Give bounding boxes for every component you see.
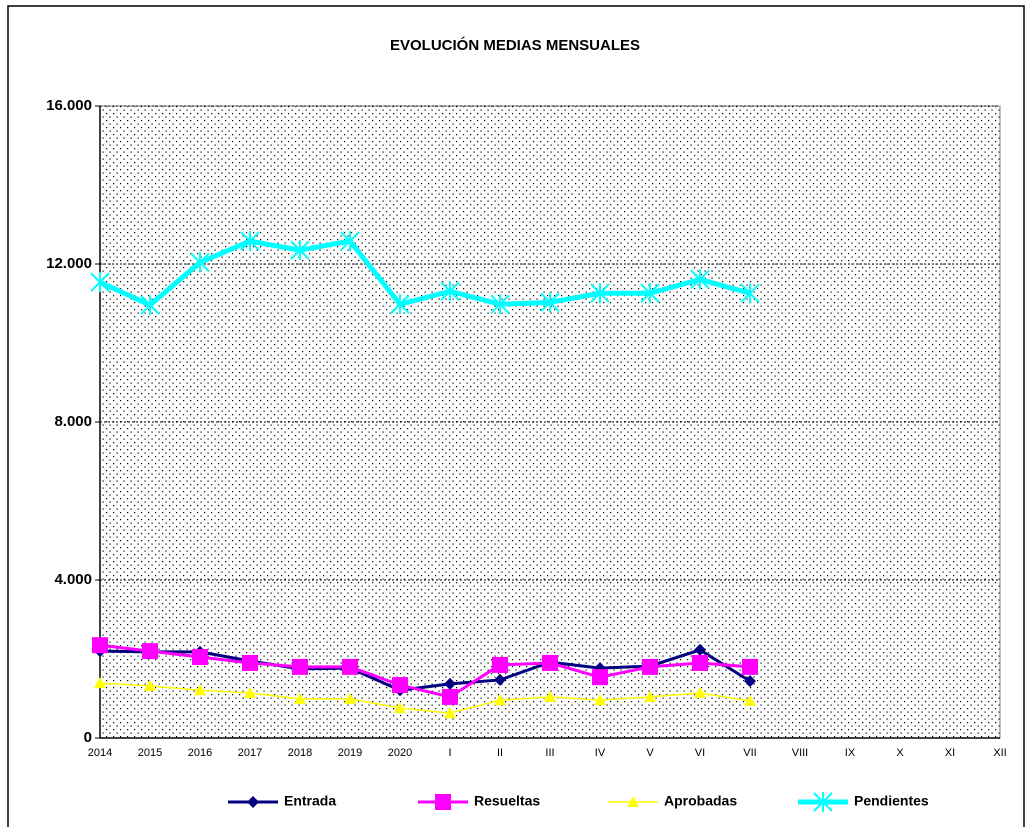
marker bbox=[435, 794, 451, 810]
marker bbox=[690, 269, 710, 290]
marker bbox=[640, 283, 660, 304]
y-tick-label: 12.000 bbox=[46, 255, 92, 272]
marker bbox=[390, 294, 410, 315]
marker bbox=[294, 692, 306, 704]
marker bbox=[342, 658, 358, 675]
marker bbox=[490, 294, 510, 315]
series-line bbox=[99, 643, 751, 699]
x-tick-label: 2016 bbox=[188, 747, 212, 759]
marker bbox=[92, 637, 108, 654]
x-tick-label: XI bbox=[945, 747, 955, 759]
x-tick-label: VI bbox=[695, 747, 705, 759]
marker bbox=[190, 252, 210, 273]
marker bbox=[192, 649, 208, 666]
marker bbox=[444, 677, 456, 690]
marker bbox=[140, 295, 160, 316]
marker bbox=[694, 686, 706, 698]
marker bbox=[592, 669, 608, 686]
marker bbox=[240, 231, 260, 252]
marker bbox=[813, 792, 833, 812]
series-line bbox=[99, 682, 751, 714]
series-line bbox=[99, 648, 751, 692]
x-tick-label: X bbox=[896, 747, 904, 759]
marker bbox=[544, 690, 556, 702]
y-tick-label: 0 bbox=[84, 729, 92, 746]
x-tick-label: VIII bbox=[792, 747, 809, 759]
x-tick-label: 2018 bbox=[288, 747, 312, 759]
series-line bbox=[98, 238, 751, 308]
marker bbox=[492, 656, 508, 673]
x-tick-label: VII bbox=[743, 747, 756, 759]
marker bbox=[494, 673, 506, 686]
y-tick-label: 4.000 bbox=[54, 571, 92, 588]
marker bbox=[142, 643, 158, 660]
x-tick-label: 2019 bbox=[338, 747, 362, 759]
x-tick-label: V bbox=[646, 747, 654, 759]
x-tick-label: XII bbox=[993, 747, 1006, 759]
marker bbox=[392, 677, 408, 694]
legend-label: Entrada bbox=[284, 793, 336, 809]
x-tick-label: II bbox=[497, 747, 503, 759]
marker bbox=[444, 707, 456, 719]
marker bbox=[744, 694, 756, 706]
legend-label: Resueltas bbox=[474, 793, 540, 809]
chart-title: EVOLUCIÓN MEDIAS MENSUALES bbox=[390, 36, 640, 54]
marker bbox=[242, 654, 258, 671]
marker bbox=[692, 654, 708, 671]
legend-label: Pendientes bbox=[854, 793, 929, 809]
marker bbox=[94, 677, 106, 689]
marker bbox=[742, 658, 758, 675]
x-tick-label: 2020 bbox=[388, 747, 412, 759]
x-tick-label: IX bbox=[845, 747, 856, 759]
marker bbox=[440, 281, 460, 302]
marker bbox=[744, 675, 756, 688]
marker bbox=[594, 694, 606, 706]
marker bbox=[292, 658, 308, 675]
x-tick-label: III bbox=[545, 747, 554, 759]
marker bbox=[694, 643, 706, 656]
legend-label: Aprobadas bbox=[664, 793, 737, 809]
marker bbox=[540, 292, 560, 313]
marker bbox=[627, 796, 639, 807]
x-tick-label: IV bbox=[595, 747, 606, 759]
marker bbox=[244, 686, 256, 698]
marker bbox=[494, 694, 506, 706]
marker bbox=[194, 684, 206, 696]
marker bbox=[590, 283, 610, 304]
y-tick-label: 8.000 bbox=[54, 413, 92, 430]
marker bbox=[642, 658, 658, 675]
marker bbox=[344, 692, 356, 704]
x-tick-label: 2014 bbox=[88, 747, 112, 759]
y-tick-label: 16.000 bbox=[46, 97, 92, 114]
marker bbox=[542, 654, 558, 671]
marker bbox=[90, 272, 110, 293]
marker bbox=[247, 796, 259, 808]
marker bbox=[340, 231, 360, 252]
marker bbox=[394, 701, 406, 713]
marker bbox=[290, 240, 310, 261]
x-tick-label: 2017 bbox=[238, 747, 262, 759]
x-tick-label: 2015 bbox=[138, 747, 162, 759]
marker bbox=[442, 688, 458, 705]
x-tick-label: I bbox=[448, 747, 451, 759]
marker bbox=[644, 690, 656, 702]
marker bbox=[144, 679, 156, 691]
marker bbox=[740, 283, 760, 304]
